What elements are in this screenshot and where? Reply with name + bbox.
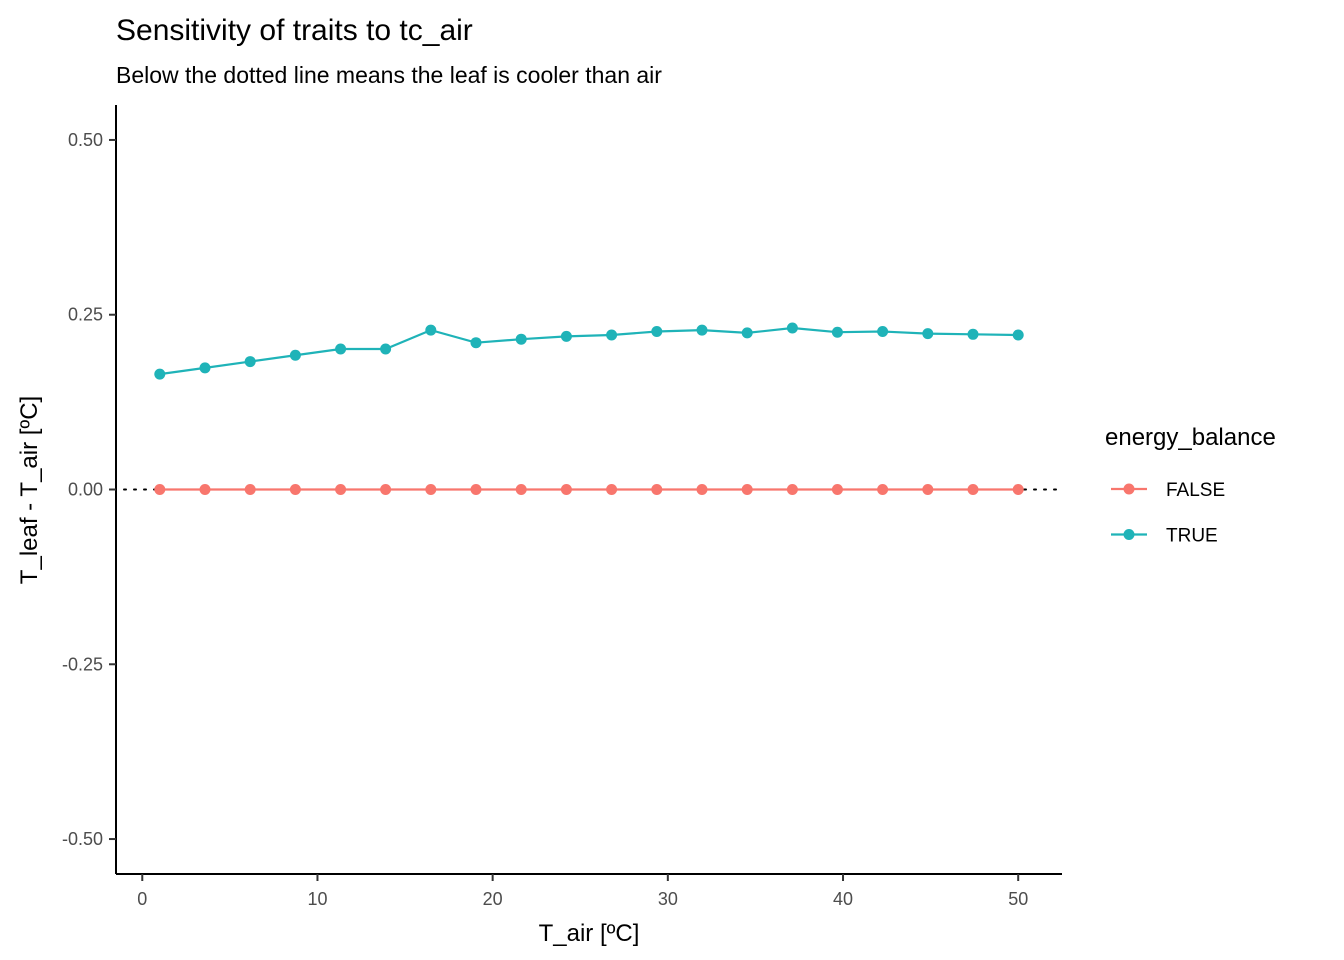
data-point-true <box>741 327 753 339</box>
legend-label: FALSE <box>1166 480 1225 501</box>
legend-title: energy_balance <box>1105 424 1276 451</box>
data-point-false <box>154 484 166 495</box>
data-point-false <box>967 484 979 495</box>
data-point-true <box>1012 329 1024 341</box>
data-point-true <box>380 343 392 355</box>
data-point-true <box>470 337 482 349</box>
data-point-true <box>606 329 618 341</box>
legend-key-point <box>1123 529 1135 540</box>
series-false <box>154 484 1024 495</box>
axes: 0 10 20 30 40 50 0.50 0.25 0.00 -0.25 -0.50 <box>62 105 1062 909</box>
y-tick-label: 0.50 <box>68 130 103 150</box>
legend-key-point <box>1123 483 1135 495</box>
y-tick-label: -0.25 <box>62 654 103 674</box>
data-point-false <box>831 484 843 495</box>
data-point-true <box>154 368 166 380</box>
x-tick-label: 40 <box>833 889 853 909</box>
data-point-true <box>425 324 437 336</box>
data-point-true <box>831 326 843 338</box>
x-tick-label: 50 <box>1008 889 1028 909</box>
data-point-false <box>877 484 889 495</box>
data-point-false <box>335 484 347 495</box>
data-point-false <box>289 484 301 495</box>
y-axis-ticks: 0.50 0.25 0.00 -0.25 -0.50 <box>62 130 116 849</box>
data-point-false <box>651 484 663 495</box>
data-point-false <box>696 484 708 495</box>
x-tick-label: 10 <box>307 889 327 909</box>
data-point-true <box>289 349 301 361</box>
chart-title: Sensitivity of traits to tc_air <box>116 14 473 47</box>
data-point-false <box>470 484 482 495</box>
data-point-true <box>335 343 347 355</box>
data-point-false <box>199 484 211 495</box>
data-point-true <box>199 362 211 374</box>
legend-item-true: TRUE <box>1111 526 1218 547</box>
data-point-false <box>786 484 798 495</box>
data-point-true <box>786 322 798 334</box>
y-tick-label: 0.00 <box>68 480 103 500</box>
y-axis-label: T_leaf - T_air [ºC] <box>16 396 43 584</box>
data-point-true <box>922 328 934 340</box>
data-point-false <box>741 484 753 495</box>
data-point-true <box>515 333 527 345</box>
data-point-true <box>967 328 979 340</box>
legend-items: FALSE TRUE <box>1111 480 1225 547</box>
data-point-false <box>244 484 256 495</box>
y-tick-label: -0.50 <box>62 829 103 849</box>
data-point-true <box>696 324 708 336</box>
y-tick-label: 0.25 <box>68 305 103 325</box>
data-point-true <box>244 356 256 368</box>
x-axis-label: T_air [ºC] <box>539 920 640 947</box>
series-true <box>154 322 1024 380</box>
data-point-false <box>922 484 934 495</box>
data-point-false <box>560 484 572 495</box>
data-point-true <box>560 330 572 342</box>
legend: energy_balance FALSE TRUE <box>1105 424 1276 547</box>
series-layer <box>154 322 1024 495</box>
x-tick-label: 0 <box>137 889 147 909</box>
x-tick-label: 30 <box>658 889 678 909</box>
series-line-true <box>159 326 1019 376</box>
legend-label: TRUE <box>1166 526 1218 547</box>
legend-item-false: FALSE <box>1111 480 1225 501</box>
data-point-false <box>515 484 527 495</box>
x-axis-ticks: 0 10 20 30 40 50 <box>137 874 1028 909</box>
plot-area <box>123 322 1063 495</box>
data-point-true <box>877 326 889 338</box>
data-point-false <box>425 484 437 495</box>
x-tick-label: 20 <box>483 889 503 909</box>
data-point-false <box>606 484 618 495</box>
chart-subtitle: Below the dotted line means the leaf is … <box>116 62 662 88</box>
data-point-false <box>380 484 392 495</box>
data-point-false <box>1012 484 1024 495</box>
data-point-true <box>651 326 663 338</box>
